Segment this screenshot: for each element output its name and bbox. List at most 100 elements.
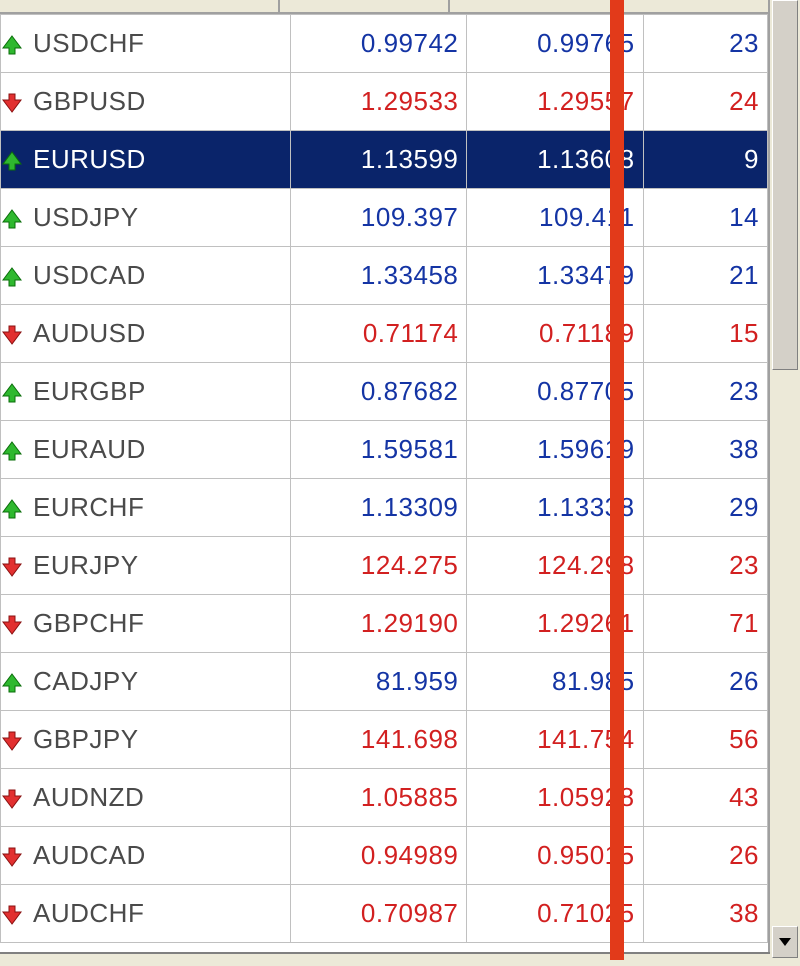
table-row[interactable]: GBPCHF1.291901.2926171 [1,595,768,653]
arrow-up-icon [1,672,27,694]
ask-cell: 1.13338 [467,479,643,537]
ask-cell: 0.95015 [467,827,643,885]
scrollbar-down-button[interactable] [772,926,798,958]
ask-cell: 1.33479 [467,247,643,305]
spread-cell: 21 [643,247,767,305]
spread-cell: 14 [643,189,767,247]
bid-cell: 1.05885 [291,769,467,827]
bid-cell: 1.59581 [291,421,467,479]
market-watch-panel: USDCHF0.997420.9976523 GBPUSD 1.295331.295… [0,0,800,966]
symbol-label: AUDUSD [33,318,146,348]
table-row[interactable]: CADJPY 81.95981.98526 [1,653,768,711]
ask-cell: 1.59619 [467,421,643,479]
symbol-cell[interactable]: AUDCHF [1,885,291,943]
column-header-strip[interactable] [0,0,768,14]
symbol-cell[interactable]: CADJPY [1,653,291,711]
bid-cell: 0.99742 [291,15,467,73]
symbol-cell[interactable]: EURUSD [1,131,291,189]
table-row[interactable]: EURGBP0.876820.8770523 [1,363,768,421]
bid-cell: 1.33458 [291,247,467,305]
symbol-label: EURUSD [33,144,146,174]
ask-cell: 1.13608 [467,131,643,189]
arrow-down-icon [1,730,27,752]
table-row[interactable]: AUDCAD0.949890.9501526 [1,827,768,885]
ask-cell: 1.29557 [467,73,643,131]
symbol-cell[interactable]: EURGBP [1,363,291,421]
vertical-scrollbar[interactable] [770,0,800,960]
spread-cell: 15 [643,305,767,363]
spread-cell: 9 [643,131,767,189]
arrow-up-icon [1,208,27,230]
spread-cell: 43 [643,769,767,827]
table-row[interactable]: EURCHF1.133091.1333829 [1,479,768,537]
symbol-cell[interactable]: EURAUD [1,421,291,479]
table-row[interactable]: EURUSD1.135991.136089 [1,131,768,189]
table-row[interactable]: USDCAD 1.334581.3347921 [1,247,768,305]
symbol-label: GBPJPY [33,724,139,754]
ask-cell: 109.411 [467,189,643,247]
ask-cell: 1.05928 [467,769,643,827]
symbol-cell[interactable]: AUDNZD [1,769,291,827]
symbol-label: CADJPY [33,666,139,696]
chevron-down-icon [779,938,791,946]
table-row[interactable]: USDJPY109.397109.41114 [1,189,768,247]
symbol-label: AUDCAD [33,840,146,870]
spread-cell: 26 [643,653,767,711]
symbol-label: EURAUD [33,434,146,464]
spread-cell: 23 [643,363,767,421]
table-row[interactable]: GBPJPY 141.698141.75456 [1,711,768,769]
symbol-cell[interactable]: USDJPY [1,189,291,247]
table-row[interactable]: AUDUSD0.711740.7118915 [1,305,768,363]
bid-cell: 0.87682 [291,363,467,421]
spread-cell: 71 [643,595,767,653]
table-row[interactable]: AUDNZD 1.058851.0592843 [1,769,768,827]
symbol-label: EURCHF [33,492,144,522]
symbol-cell[interactable]: EURCHF [1,479,291,537]
bid-cell: 0.70987 [291,885,467,943]
table-row[interactable]: EURAUD 1.595811.5961938 [1,421,768,479]
scrollbar-thumb[interactable] [772,0,798,370]
symbol-label: AUDNZD [33,782,144,812]
bid-cell: 1.29533 [291,73,467,131]
bid-cell: 141.698 [291,711,467,769]
arrow-up-icon [1,498,27,520]
ask-cell: 81.985 [467,653,643,711]
table-row[interactable]: AUDCHF 0.709870.7102538 [1,885,768,943]
table-row[interactable]: EURJPY124.275124.29823 [1,537,768,595]
spread-cell: 38 [643,421,767,479]
symbol-cell[interactable]: USDCAD [1,247,291,305]
symbol-cell[interactable]: GBPUSD [1,73,291,131]
symbol-cell[interactable]: GBPCHF [1,595,291,653]
symbol-cell[interactable]: EURJPY [1,537,291,595]
arrow-up-icon [1,382,27,404]
arrow-up-icon [1,266,27,288]
arrow-down-icon [1,788,27,810]
spread-cell: 29 [643,479,767,537]
symbol-cell[interactable]: GBPJPY [1,711,291,769]
scrollbar-track[interactable] [772,0,798,924]
symbol-label: AUDCHF [33,898,144,928]
ask-cell: 0.71189 [467,305,643,363]
table-row[interactable]: USDCHF0.997420.9976523 [1,15,768,73]
tab-strip[interactable] [0,952,770,960]
symbol-label: GBPUSD [33,86,146,116]
spread-cell: 56 [643,711,767,769]
symbol-label: EURGBP [33,376,146,406]
spread-cell: 24 [643,73,767,131]
bid-cell: 124.275 [291,537,467,595]
spread-cell: 38 [643,885,767,943]
symbol-label: USDJPY [33,202,139,232]
ask-cell: 141.754 [467,711,643,769]
ask-cell: 0.71025 [467,885,643,943]
spread-cell: 23 [643,537,767,595]
symbol-cell[interactable]: AUDCAD [1,827,291,885]
arrow-down-icon [1,556,27,578]
arrow-up-icon [1,34,27,56]
rates-panel: USDCHF0.997420.9976523 GBPUSD 1.295331.295… [0,0,770,960]
arrow-up-icon [1,150,27,172]
symbol-cell[interactable]: AUDUSD [1,305,291,363]
table-row[interactable]: GBPUSD 1.295331.2955724 [1,73,768,131]
symbol-label: USDCAD [33,260,146,290]
bid-cell: 81.959 [291,653,467,711]
symbol-cell[interactable]: USDCHF [1,15,291,73]
